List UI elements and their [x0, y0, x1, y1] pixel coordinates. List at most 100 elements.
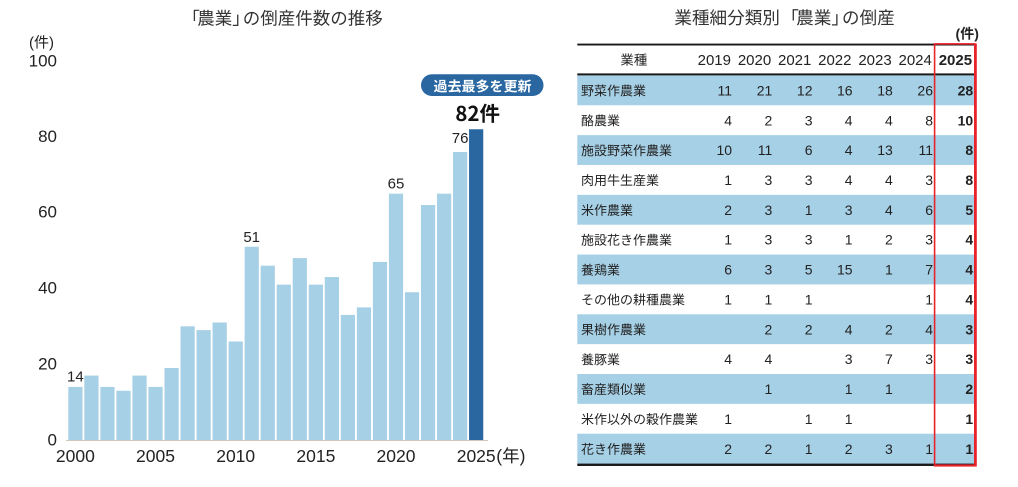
svg-text:2: 2 [885, 321, 893, 337]
svg-text:15: 15 [837, 262, 853, 278]
svg-text:8: 8 [965, 142, 973, 158]
svg-text:0: 0 [48, 431, 57, 450]
svg-text:8: 8 [965, 172, 973, 188]
svg-text:1: 1 [885, 262, 893, 278]
svg-text:3: 3 [765, 202, 773, 218]
svg-text:3: 3 [845, 202, 853, 218]
svg-text:1: 1 [965, 441, 973, 457]
svg-text:6: 6 [805, 142, 813, 158]
svg-text:76: 76 [452, 130, 469, 147]
svg-text:(: ( [29, 35, 34, 52]
svg-text:11: 11 [758, 142, 773, 158]
svg-text:4: 4 [885, 112, 893, 128]
svg-text:2023: 2023 [858, 52, 891, 69]
svg-text:7: 7 [925, 262, 933, 278]
svg-text:2019: 2019 [698, 52, 731, 69]
svg-text:4: 4 [925, 321, 933, 337]
svg-text:28: 28 [958, 82, 974, 98]
svg-text:3: 3 [765, 172, 773, 188]
svg-text:5: 5 [965, 202, 973, 218]
svg-text:1: 1 [724, 232, 732, 248]
svg-text:3: 3 [925, 232, 933, 248]
svg-text:2: 2 [845, 441, 853, 457]
svg-text:65: 65 [388, 176, 405, 193]
svg-text:2: 2 [724, 202, 732, 218]
svg-text:2000: 2000 [56, 446, 95, 466]
svg-text:40: 40 [38, 279, 57, 298]
svg-text:3: 3 [765, 232, 773, 248]
svg-text:1: 1 [845, 232, 853, 248]
svg-text:4: 4 [885, 172, 893, 188]
svg-text:11: 11 [718, 82, 733, 98]
svg-text:(: ( [496, 446, 502, 466]
svg-text:1: 1 [805, 411, 813, 427]
svg-text:2: 2 [765, 441, 773, 457]
svg-text:(: ( [956, 26, 961, 42]
svg-text:4: 4 [965, 262, 973, 278]
svg-text:14: 14 [67, 368, 84, 385]
svg-text:8: 8 [925, 112, 933, 128]
svg-text:2020: 2020 [377, 446, 416, 466]
svg-text:1: 1 [885, 381, 893, 397]
svg-text:2: 2 [965, 381, 973, 397]
svg-text:4: 4 [845, 112, 853, 128]
svg-text:4: 4 [965, 291, 973, 307]
svg-text:2: 2 [805, 321, 813, 337]
svg-text:1: 1 [965, 411, 973, 427]
svg-text:51: 51 [243, 229, 260, 246]
svg-text:1: 1 [765, 381, 773, 397]
svg-text:5: 5 [805, 262, 813, 278]
svg-text:1: 1 [805, 202, 813, 218]
svg-text:1: 1 [724, 291, 732, 307]
svg-text:13: 13 [877, 142, 893, 158]
svg-text:): ) [974, 26, 979, 42]
svg-text:4: 4 [845, 321, 853, 337]
svg-text:): ) [49, 35, 54, 52]
svg-text:2020: 2020 [738, 52, 771, 69]
svg-text:3: 3 [805, 112, 813, 128]
svg-text:1: 1 [724, 411, 732, 427]
svg-text:16: 16 [837, 82, 853, 98]
svg-text:3: 3 [925, 351, 933, 367]
svg-text:4: 4 [724, 351, 732, 367]
svg-text:3: 3 [965, 351, 973, 367]
svg-text:3: 3 [805, 232, 813, 248]
svg-text:1: 1 [925, 291, 933, 307]
svg-text:2024: 2024 [899, 52, 932, 69]
svg-text:6: 6 [925, 202, 933, 218]
svg-text:4: 4 [765, 351, 773, 367]
svg-text:1: 1 [724, 172, 732, 188]
svg-text:2015: 2015 [296, 446, 335, 466]
svg-text:1: 1 [845, 381, 853, 397]
svg-text:4: 4 [885, 202, 893, 218]
svg-text:2021: 2021 [778, 52, 811, 69]
svg-text:2025: 2025 [939, 52, 972, 69]
svg-text:2022: 2022 [818, 52, 851, 69]
svg-text:6: 6 [724, 262, 732, 278]
svg-text:20: 20 [38, 355, 57, 374]
svg-text:2010: 2010 [216, 446, 255, 466]
svg-text:3: 3 [805, 172, 813, 188]
svg-text:18: 18 [877, 82, 893, 98]
svg-text:4: 4 [845, 172, 853, 188]
svg-text:12: 12 [797, 82, 813, 98]
svg-text:4: 4 [845, 142, 853, 158]
svg-text:2025: 2025 [457, 446, 496, 466]
svg-text:2: 2 [885, 232, 893, 248]
svg-text:2: 2 [765, 321, 773, 337]
svg-text:1: 1 [805, 291, 813, 307]
svg-text:2005: 2005 [136, 446, 175, 466]
svg-text:3: 3 [965, 321, 973, 337]
svg-text:2: 2 [765, 112, 773, 128]
svg-text:7: 7 [885, 351, 893, 367]
svg-text:80: 80 [38, 127, 57, 146]
svg-text:4: 4 [965, 232, 973, 248]
svg-text:2: 2 [724, 441, 732, 457]
svg-text:3: 3 [885, 441, 893, 457]
svg-text:1: 1 [845, 411, 853, 427]
svg-text:3: 3 [765, 262, 773, 278]
svg-text:100: 100 [29, 52, 57, 71]
svg-text:21: 21 [757, 82, 773, 98]
svg-text:3: 3 [845, 351, 853, 367]
svg-text:11: 11 [918, 142, 933, 158]
